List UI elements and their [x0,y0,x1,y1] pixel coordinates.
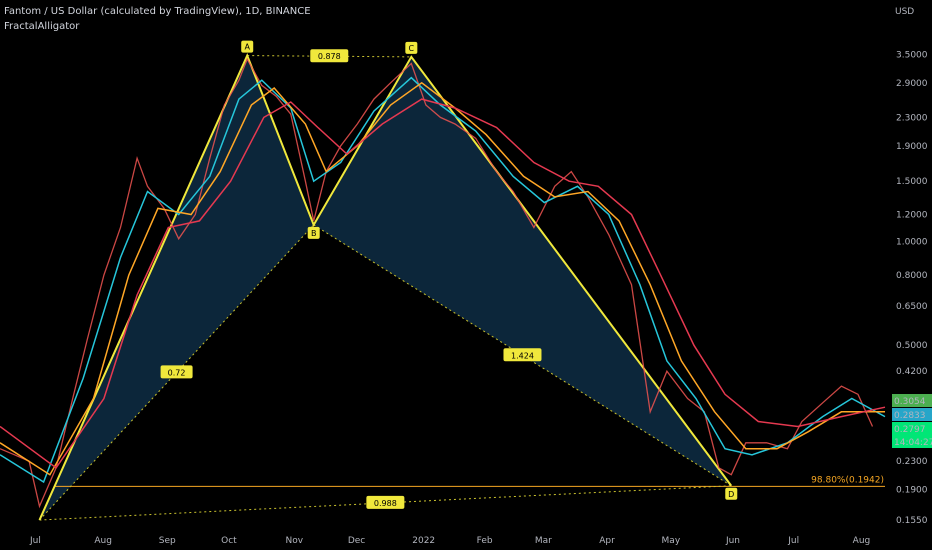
indicator-name[interactable]: FractalAlligator [4,21,80,32]
price-tag-text-2: 0.2797 [894,425,926,435]
x-tick-9: Apr [599,536,615,546]
x-tick-1: Aug [94,536,112,546]
y-tick-8: 0.6500 [896,302,928,312]
series-alligator_jaw [0,98,886,469]
series-alligator_teeth [0,81,885,476]
x-tick-2: Sep [159,536,176,546]
y-tick-4: 1.5000 [896,177,928,187]
y-tick-6: 1.0000 [896,238,928,248]
series-close [0,57,874,509]
x-tick-13: Aug [853,536,871,546]
price-tag-text-1: 0.2833 [894,411,926,421]
point-box-D [725,487,738,500]
ratio-label-2: 1.424 [511,351,534,360]
y-tick-5: 1.2000 [896,211,928,221]
pattern-fill-bcd [313,56,732,486]
y-tick-0: 3.5000 [896,51,928,61]
harmonic-pattern: 98.80%(0.1942) [38,53,885,521]
time-axis[interactable]: Jul Aug Sep Oct Nov Dec 2022 Feb Mar Apr May Jun Jul… [29,536,870,546]
price-tag-text-0: 0.3054 [894,397,926,407]
x-tick-0: Jul [29,536,41,546]
pattern-markers: 0.878 0.72 1.424 0.988 A B C D [160,40,738,509]
ratio-box-1 [160,365,193,379]
price-series [0,57,886,509]
x-tick-4: Nov [286,536,304,546]
point-box-B [307,226,320,239]
y-tick-9: 0.5000 [896,341,928,351]
series-alligator_lips [0,76,886,484]
x-tick-12: Jul [787,536,799,546]
price-tag-1 [892,408,932,421]
ratio-label-0: 0.878 [318,52,341,61]
point-box-A [241,40,254,53]
x-tick-7: Feb [477,536,493,546]
chart-title: Fantom / US Dollar (calculated by Tradin… [4,6,311,17]
price-labels: 0.3054 0.2833 0.2797 14:04:27 [892,394,932,448]
y-tick-10: 0.4200 [896,367,928,377]
y-tick-7: 0.8000 [896,271,928,281]
currency-label: USD [895,7,914,17]
ratio-label-1: 0.72 [168,368,186,377]
x-tick-5: Dec [348,536,365,546]
ratio-box-0 [310,49,349,63]
level-label: 98.80%(0.1942) [811,475,884,485]
price-tag-2 [892,422,932,435]
y-tick-14: 0.1550 [896,516,928,526]
point-label-D: D [728,490,734,499]
price-axis[interactable]: USD 3.5000 2.9000 2.3000 1.9000 1.5000 1.2000 1… [895,7,928,526]
y-tick-1: 2.9000 [896,79,928,89]
x-tick-11: Jun [725,536,740,546]
ratio-box-2 [503,348,542,362]
y-tick-12: 0.2300 [896,457,928,467]
point-label-C: C [409,44,415,53]
point-label-B: B [311,229,317,238]
x-tick-8: Mar [535,536,552,546]
pattern-fill-xab [39,55,314,521]
y-tick-3: 1.9000 [896,142,928,152]
price-tag-3 [892,435,932,448]
point-box-C [405,41,418,54]
price-tag-text-3: 14:04:27 [894,438,932,448]
x-tick-3: Oct [221,536,237,546]
point-label-A: A [244,43,250,52]
ratio-label-3: 0.988 [374,499,397,508]
y-tick-2: 2.3000 [896,113,928,123]
ratio-box-3 [366,495,405,509]
x-tick-10: May [662,536,681,546]
price-tag-0 [892,394,932,407]
ratio-line-0 [247,55,412,58]
y-tick-13: 0.1900 [896,486,928,496]
x-tick-6: 2022 [412,536,435,546]
